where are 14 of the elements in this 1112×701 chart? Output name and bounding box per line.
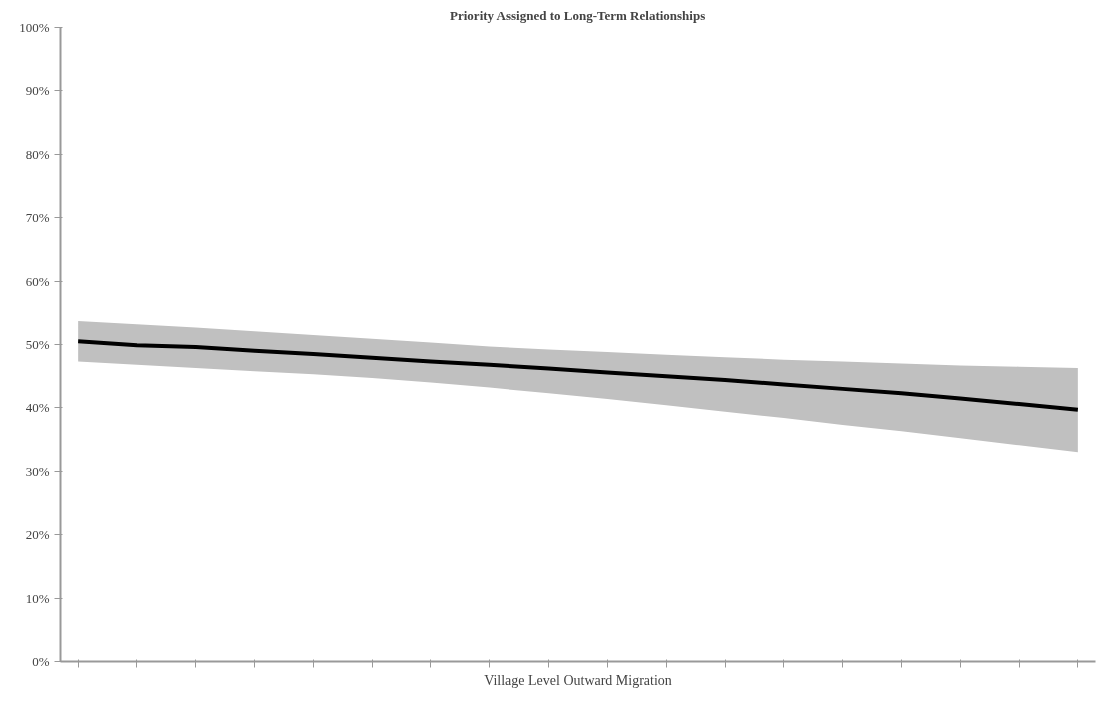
y-tick-label: 10% bbox=[25, 590, 50, 606]
y-tick-label: 30% bbox=[25, 463, 50, 479]
y-tick-label: 50% bbox=[25, 337, 50, 352]
x-axis-title: Village Level Outward Migration bbox=[484, 672, 672, 688]
y-tick-label: 0% bbox=[32, 654, 50, 669]
line-series bbox=[76, 339, 1080, 412]
y-tick-label: 90% bbox=[25, 83, 50, 99]
y-tick-label: 80% bbox=[25, 146, 50, 162]
y-tick-label: 100% bbox=[19, 20, 50, 35]
y-tick-label: 60% bbox=[25, 273, 50, 289]
y-tick-label: 40% bbox=[25, 400, 50, 416]
y-tick-label: 70% bbox=[25, 210, 50, 226]
chart-title: Priority Assigned to Long-Term Relationships bbox=[450, 7, 706, 23]
y-tick-label: 20% bbox=[25, 527, 50, 543]
